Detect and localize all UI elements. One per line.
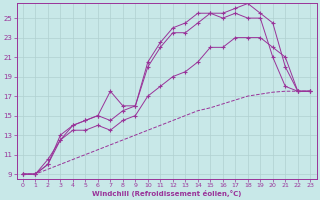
X-axis label: Windchill (Refroidissement éolien,°C): Windchill (Refroidissement éolien,°C)	[92, 190, 241, 197]
